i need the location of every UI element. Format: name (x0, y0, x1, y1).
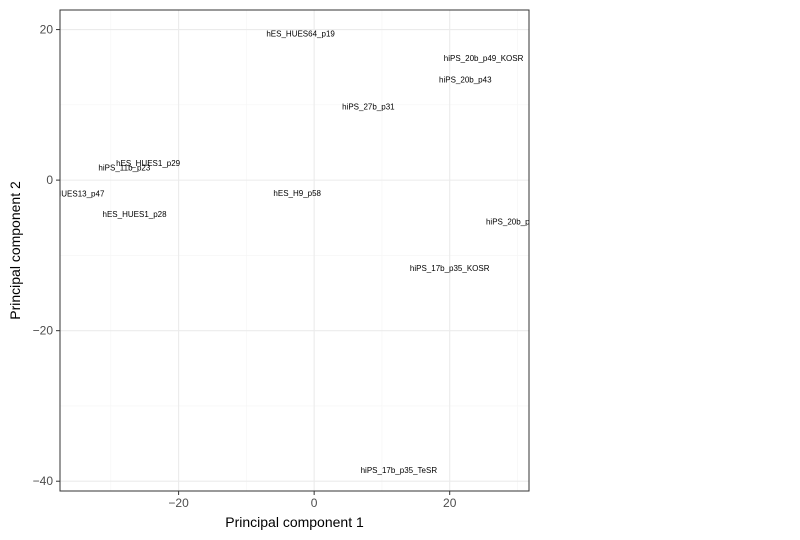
point-label: hES_HUES1_p28 (103, 210, 168, 219)
y-axis-ticks: 20 0 −20 −40 (33, 23, 60, 488)
point-label: hiPS_27b_p31 (342, 102, 395, 111)
point-label: hiPS_20b_p49_KOSR (444, 54, 524, 63)
point-label: hES_H9_p58 (273, 189, 321, 198)
point-label: hiPS_20b_p49_TeSR (486, 218, 563, 227)
point-label: hES_HUES1_p29 (116, 159, 181, 168)
panel-border (59, 9, 530, 492)
point-label: hiPS_11b_p23 (98, 163, 150, 172)
y-tick-label: 0 (46, 173, 53, 187)
point-labels: hES_HUES64_p19 hiPS_20b_p49_KOSR hiPS_20b_… (36, 29, 563, 475)
y-tick-label: −40 (33, 474, 54, 488)
x-tick-label: 20 (443, 496, 457, 510)
grid-lines (60, 10, 529, 491)
point-label: hiPS_20b_p43 (439, 75, 492, 84)
point-label: hiPS_17b_p35_TeSR (361, 466, 438, 475)
y-tick-label: 20 (40, 23, 54, 37)
y-axis-title: Principal component 2 (7, 181, 23, 320)
x-tick-label: −20 (168, 496, 189, 510)
point-label: hES_HUES64_p19 (266, 29, 335, 38)
point-label: hES_HUES13_p47 (36, 190, 105, 199)
x-axis-title: Principal component 1 (225, 514, 364, 530)
x-tick-label: 0 (311, 496, 318, 510)
y-tick-label: −20 (33, 324, 54, 338)
point-label: hiPS_17b_p35_KOSR (410, 264, 490, 273)
panel-background (60, 10, 529, 491)
x-axis-ticks: −20 0 20 (168, 491, 457, 510)
